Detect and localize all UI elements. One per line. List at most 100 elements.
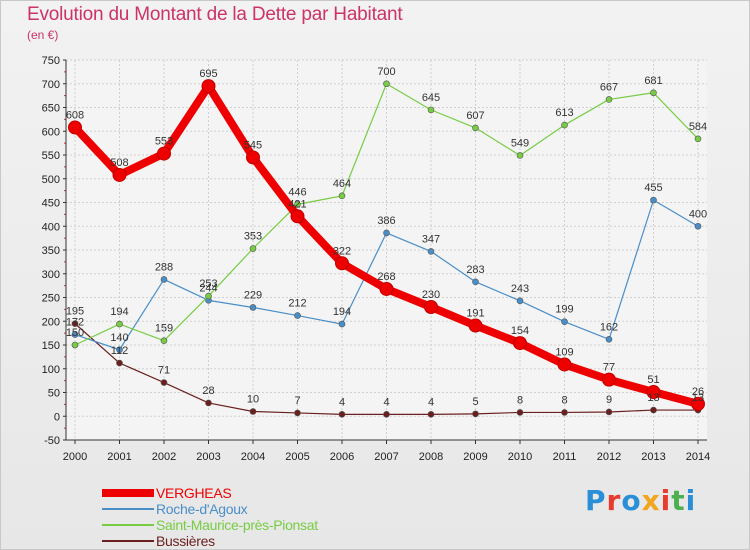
data-label: 5: [472, 396, 478, 408]
data-point: [246, 150, 260, 165]
data-point: [249, 408, 257, 415]
data-point: [427, 106, 435, 114]
data-label: 322: [333, 245, 351, 257]
data-point: [694, 222, 702, 230]
data-label: 199: [555, 304, 573, 316]
data-label: 194: [110, 306, 128, 318]
data-point: [691, 396, 705, 411]
data-point: [468, 318, 483, 333]
axes: -50 0 50 100 150 200 250 300 350 400 450 500 550 600 6…: [42, 55, 711, 463]
data-point: [294, 201, 301, 208]
data-point: [605, 408, 613, 416]
data-label: 212: [288, 298, 306, 310]
x-tick-label: 2010: [508, 451, 532, 463]
data-point: [338, 192, 346, 200]
logo-letter: i: [660, 484, 672, 517]
data-label: 667: [600, 81, 618, 93]
logo-letter: r: [606, 484, 622, 517]
data-point: [646, 385, 661, 400]
x-tick-label: 2009: [463, 451, 487, 463]
data-point: [561, 409, 568, 416]
y-tick-label: 200: [42, 316, 60, 328]
data-point: [112, 167, 127, 182]
data-label: 150: [66, 327, 84, 339]
legend-swatch: [102, 508, 154, 510]
data-point: [116, 359, 123, 367]
data-label: 464: [333, 178, 351, 190]
data-point: [157, 146, 171, 161]
data-point: [650, 196, 657, 204]
data-point: [427, 248, 435, 255]
data-labels: 6085085536955454213222682301911541097751…: [66, 66, 707, 409]
data-label: 553: [155, 136, 173, 148]
y-tick-label: 350: [42, 245, 60, 257]
y-tick-label: 300: [42, 269, 60, 281]
logo-letter: x: [641, 484, 661, 517]
y-tick-label: 50: [48, 388, 60, 400]
x-tick-label: 2008: [419, 451, 443, 463]
y-tick-label: 550: [42, 150, 60, 162]
data-label: 421: [288, 198, 306, 210]
data-label: 347: [422, 233, 440, 245]
data-point: [472, 124, 479, 132]
data-label: 229: [244, 289, 262, 301]
data-label: 162: [600, 321, 618, 333]
logo-letter: P: [585, 484, 607, 517]
x-tick-label: 2012: [597, 451, 621, 463]
data-point: [116, 346, 123, 354]
y-tick-label: 500: [42, 174, 60, 186]
data-label: 549: [511, 137, 529, 149]
chart-unit-label: (en €): [27, 28, 59, 42]
data-point: [513, 336, 527, 351]
data-point: [205, 292, 212, 300]
x-tick-label: 2002: [152, 451, 176, 463]
data-label: 154: [511, 325, 529, 337]
y-tick-label: 450: [42, 198, 60, 210]
data-point: [383, 80, 390, 88]
data-label: 283: [466, 264, 484, 276]
data-point: [116, 320, 123, 328]
y-tick-label: 700: [42, 79, 60, 91]
legend-swatch: [102, 524, 154, 526]
proxiti-logo: Proxiti: [585, 484, 696, 517]
data-label: 230: [422, 289, 440, 301]
data-point: [71, 320, 79, 327]
legend-label: VERGHEAS: [156, 485, 232, 501]
data-label: 194: [333, 306, 351, 318]
y-tick-label: 750: [42, 55, 60, 67]
logo-letter: o: [621, 484, 642, 517]
series-lines: [68, 79, 705, 418]
data-point: [71, 341, 79, 349]
data-point: [516, 152, 524, 159]
data-point: [249, 245, 257, 252]
data-label: 8: [561, 394, 567, 406]
data-point: [68, 120, 82, 135]
data-label: 681: [644, 75, 662, 87]
data-label: 695: [199, 68, 217, 80]
data-label: 13: [647, 392, 659, 404]
data-label: 195: [66, 306, 84, 318]
data-label: 545: [244, 139, 262, 151]
data-point: [516, 409, 524, 416]
data-label: 353: [244, 231, 262, 243]
y-tick-label: 600: [42, 126, 60, 138]
y-tick-label: 650: [42, 103, 60, 115]
data-point: [694, 135, 702, 143]
y-tick-label: 250: [42, 293, 60, 305]
data-label: 607: [466, 110, 484, 122]
data-point: [472, 278, 479, 286]
data-label: 608: [66, 109, 84, 121]
data-point: [160, 337, 168, 345]
data-label: 4: [383, 396, 389, 408]
legend-swatch: [102, 540, 154, 542]
y-tick-label: 150: [42, 340, 60, 352]
data-point: [383, 411, 390, 418]
data-point: [561, 121, 568, 129]
data-label: 455: [644, 182, 662, 194]
x-tick-label: 2014: [686, 451, 710, 463]
data-label: 51: [647, 374, 659, 386]
data-point: [650, 89, 657, 97]
data-label: 172: [66, 317, 84, 329]
legend-swatch: [102, 489, 154, 497]
data-label: 584: [689, 121, 707, 133]
